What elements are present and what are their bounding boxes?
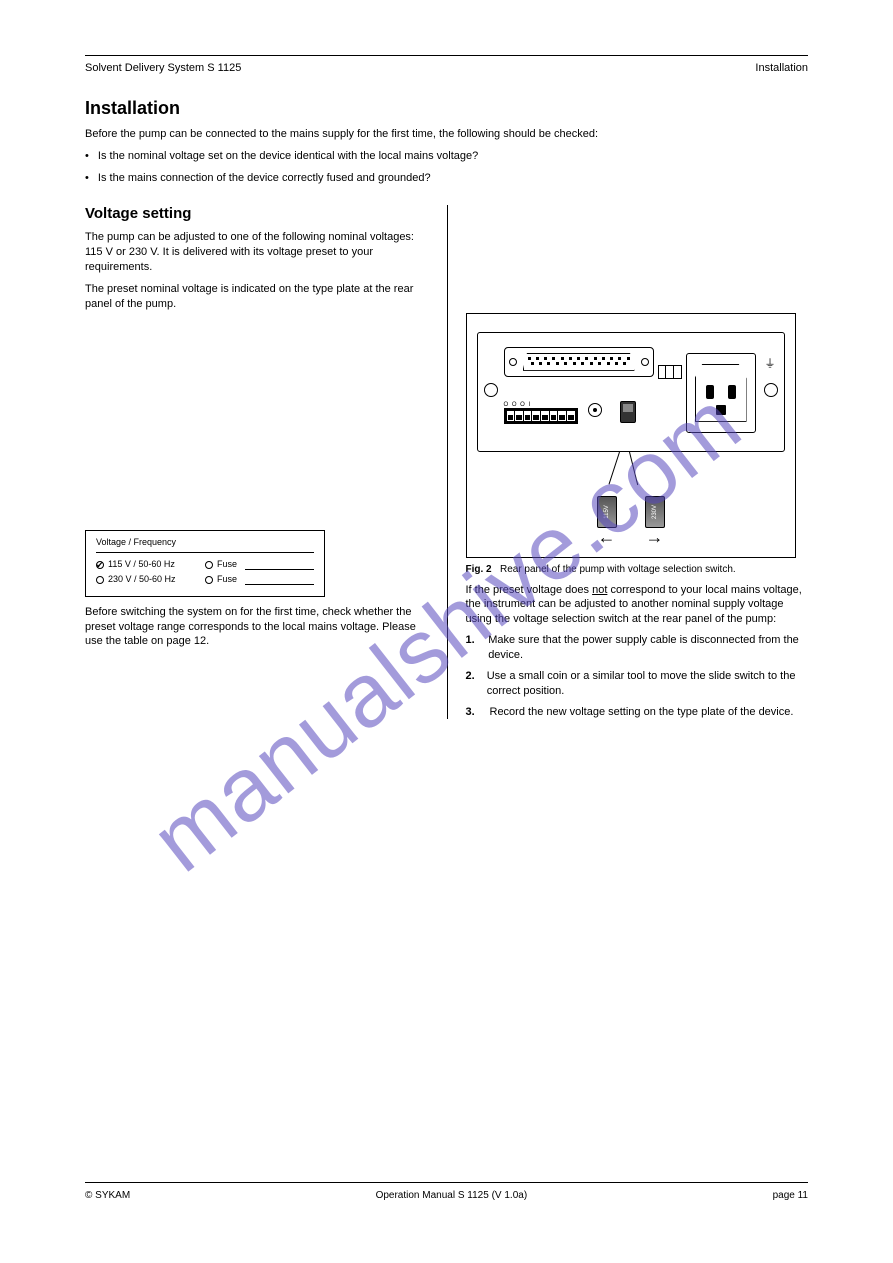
left-p1: The pump can be adjusted to one of the f… <box>85 230 429 275</box>
device-rear-panel: O O O I ⏚ <box>477 332 785 452</box>
arrow-left-icon: ← <box>598 532 616 543</box>
arrow-right-icon: → <box>646 532 664 543</box>
step-2: 2. Use a small coin or a similar tool to… <box>466 669 809 699</box>
step-number: 2. <box>466 669 479 699</box>
left-p3: Before switching the system on for the f… <box>85 605 429 650</box>
check-item-2: • Is the mains connection of the device … <box>85 170 808 187</box>
dsub-connector-icon <box>504 347 654 377</box>
switch-115v-label: 115V <box>604 505 610 519</box>
figure-caption-text: Rear panel of the pump with voltage sele… <box>500 564 736 575</box>
tp-opt-2: 230 V / 50-60 Hz <box>108 572 176 587</box>
terminal-block-icon <box>658 365 682 379</box>
voltage-switch-icon <box>620 401 636 423</box>
fill-line <box>245 560 314 570</box>
tp-opt-1: 115 V / 50-60 Hz <box>108 557 175 572</box>
section-title: Installation <box>85 98 808 119</box>
fill-line <box>245 575 314 585</box>
dip-switch-icon: O O O I <box>504 402 578 424</box>
tp-fuse-2: Fuse <box>217 572 237 587</box>
check-item-1: • Is the nominal voltage set on the devi… <box>85 148 808 165</box>
subsection-title: Voltage setting <box>85 205 429 222</box>
screw-icon <box>484 383 498 397</box>
check-text-1: Is the nominal voltage set on the device… <box>98 150 478 162</box>
radio-checked-icon <box>96 561 104 569</box>
right-p1-a: If the preset voltage does <box>466 584 593 596</box>
bnc-connector-icon <box>588 403 602 417</box>
ground-symbol-icon: ⏚ <box>765 355 776 371</box>
bullet-icon: • <box>85 172 89 184</box>
left-p2: The preset nominal voltage is indicated … <box>85 282 429 312</box>
footer-right: page 11 <box>773 1190 808 1201</box>
footer-center: Operation Manual S 1125 (V 1.0a) <box>376 1190 528 1201</box>
right-p1: If the preset voltage does not correspon… <box>466 583 809 628</box>
switch-115v-icon: 115V <box>597 496 617 528</box>
radio-icon <box>205 576 213 584</box>
figure-caption: Fig. 2 Rear panel of the pump with volta… <box>466 564 809 575</box>
step-1: 1. Make sure that the power supply cable… <box>466 633 809 663</box>
switch-positions: 115V ← 230V → <box>477 496 785 543</box>
header-left: Solvent Delivery System S 1125 <box>85 62 241 74</box>
switch-230v-icon: 230V <box>645 496 665 528</box>
header-right: Installation <box>755 62 808 74</box>
figure-number: Fig. 2 <box>466 564 492 575</box>
footer-left: © SYKAM <box>85 1190 130 1201</box>
type-plate-box: Voltage / Frequency 115 V / 50-60 Hz Fus… <box>85 530 325 597</box>
step-text-3: Record the new voltage setting on the ty… <box>490 705 794 720</box>
right-p1-not: not <box>592 584 607 596</box>
figure-box: O O O I ⏚ <box>466 313 796 558</box>
bullet-icon: • <box>85 150 89 162</box>
step-number: 1. <box>466 633 481 663</box>
switch-230v-label: 230V <box>652 505 658 519</box>
radio-icon <box>96 576 104 584</box>
screw-icon <box>764 383 778 397</box>
step-text-1: Make sure that the power supply cable is… <box>488 633 808 663</box>
tp-fuse-1: Fuse <box>217 557 237 572</box>
check-text-2: Is the mains connection of the device co… <box>98 172 431 184</box>
step-number: 3. <box>466 705 482 720</box>
intro-text: Before the pump can be connected to the … <box>85 127 808 142</box>
radio-icon <box>205 561 213 569</box>
iec-inlet-icon <box>686 353 756 433</box>
type-plate-heading: Voltage / Frequency <box>96 537 314 547</box>
step-3: 3. Record the new voltage setting on the… <box>466 705 809 720</box>
step-text-2: Use a small coin or a similar tool to mo… <box>487 669 808 699</box>
